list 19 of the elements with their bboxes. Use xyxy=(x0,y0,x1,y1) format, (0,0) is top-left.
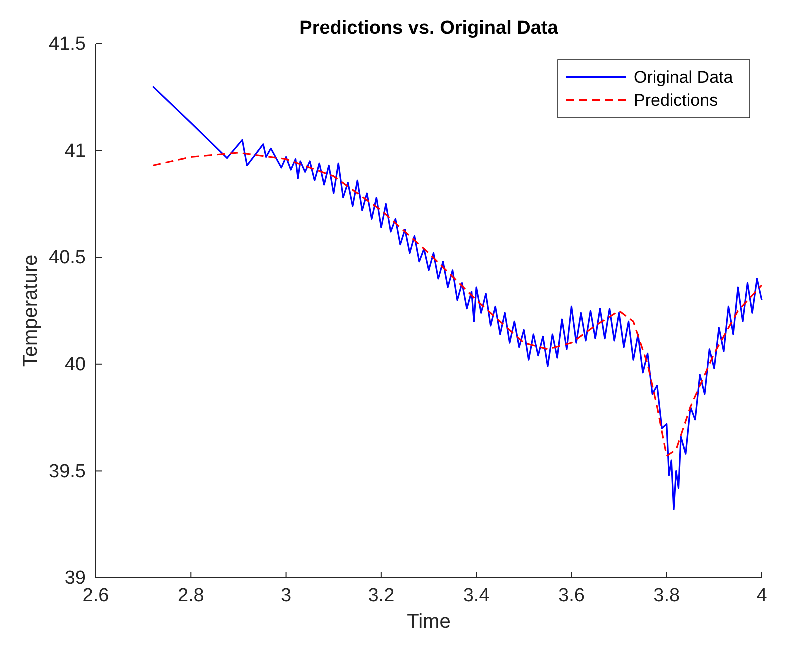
line-series xyxy=(152,152,763,458)
y-tick-label: 39.5 xyxy=(49,461,86,482)
y-tick-label: 41.5 xyxy=(49,34,86,56)
x-tick-label: 3.6 xyxy=(558,585,585,606)
y-tick-label: 41 xyxy=(64,140,86,162)
legend-label: Original Data xyxy=(634,68,734,87)
y-axis-title: Temperature xyxy=(20,254,42,368)
y-tick-label: 40.5 xyxy=(49,248,86,269)
x-axis-title: Time xyxy=(407,611,451,633)
y-tick-label: 40 xyxy=(64,354,86,376)
x-tick-label: 4 xyxy=(756,585,768,606)
x-tick-label: 3 xyxy=(280,585,292,606)
x-tick-label: 2.8 xyxy=(178,585,204,606)
chart-title: Predictions vs. Original Data xyxy=(300,18,559,39)
x-tick-label: 3.2 xyxy=(368,585,395,606)
line-series xyxy=(152,86,763,510)
x-tick-label: 3.8 xyxy=(654,585,680,606)
x-tick-label: 3.4 xyxy=(463,585,490,606)
legend-label: Predictions xyxy=(634,91,718,110)
